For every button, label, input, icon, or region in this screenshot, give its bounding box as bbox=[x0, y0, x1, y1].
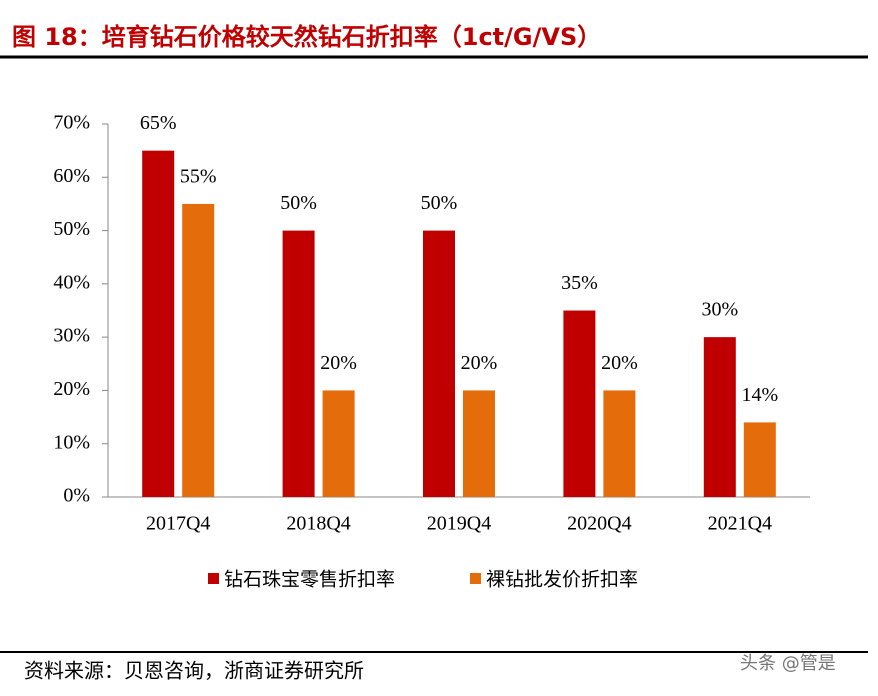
bar bbox=[603, 390, 636, 497]
legend-swatch bbox=[208, 573, 219, 584]
bar bbox=[322, 390, 355, 497]
data-label: 20% bbox=[320, 352, 357, 374]
data-label: 30% bbox=[701, 299, 738, 321]
data-label: 20% bbox=[461, 352, 498, 374]
data-label: 20% bbox=[601, 352, 638, 374]
y-tick-label: 30% bbox=[53, 325, 90, 347]
chart-title: 图 18：培育钻石价格较天然钻石折扣率（1ct/G/VS） bbox=[12, 23, 601, 51]
y-tick-label: 60% bbox=[53, 165, 90, 187]
legend-label: 钻石珠宝零售折扣率 bbox=[224, 569, 395, 591]
legend-swatch bbox=[470, 573, 481, 584]
x-tick-label: 2019Q4 bbox=[427, 513, 491, 535]
bar bbox=[463, 390, 495, 497]
x-tick-label: 2017Q4 bbox=[146, 513, 210, 535]
bar bbox=[423, 230, 455, 498]
y-tick-label: 0% bbox=[63, 485, 90, 507]
x-tick-label: 2021Q4 bbox=[708, 513, 772, 535]
y-tick-label: 40% bbox=[53, 271, 90, 293]
x-tick-label: 2020Q4 bbox=[567, 513, 631, 535]
data-label: 50% bbox=[280, 192, 317, 214]
y-tick-label: 50% bbox=[53, 218, 90, 240]
bar bbox=[142, 150, 175, 497]
data-label: 14% bbox=[741, 384, 778, 406]
watermark: 头条 @管是 bbox=[740, 653, 836, 674]
bar bbox=[703, 337, 736, 497]
bar bbox=[282, 230, 315, 498]
data-label: 50% bbox=[421, 192, 458, 214]
data-label: 55% bbox=[180, 166, 217, 188]
y-tick-label: 70% bbox=[53, 112, 90, 134]
y-tick-label: 10% bbox=[53, 431, 90, 453]
data-label: 35% bbox=[561, 272, 598, 294]
data-label: 65% bbox=[140, 112, 177, 134]
bar bbox=[182, 203, 215, 497]
source: 资料来源：贝恩咨询，浙商证券研究所 bbox=[24, 659, 364, 683]
legend-label: 裸钻批发价折扣率 bbox=[486, 569, 638, 591]
y-tick-label: 20% bbox=[53, 378, 90, 400]
bar bbox=[563, 310, 596, 497]
bar bbox=[743, 422, 776, 497]
x-tick-label: 2018Q4 bbox=[286, 513, 350, 535]
